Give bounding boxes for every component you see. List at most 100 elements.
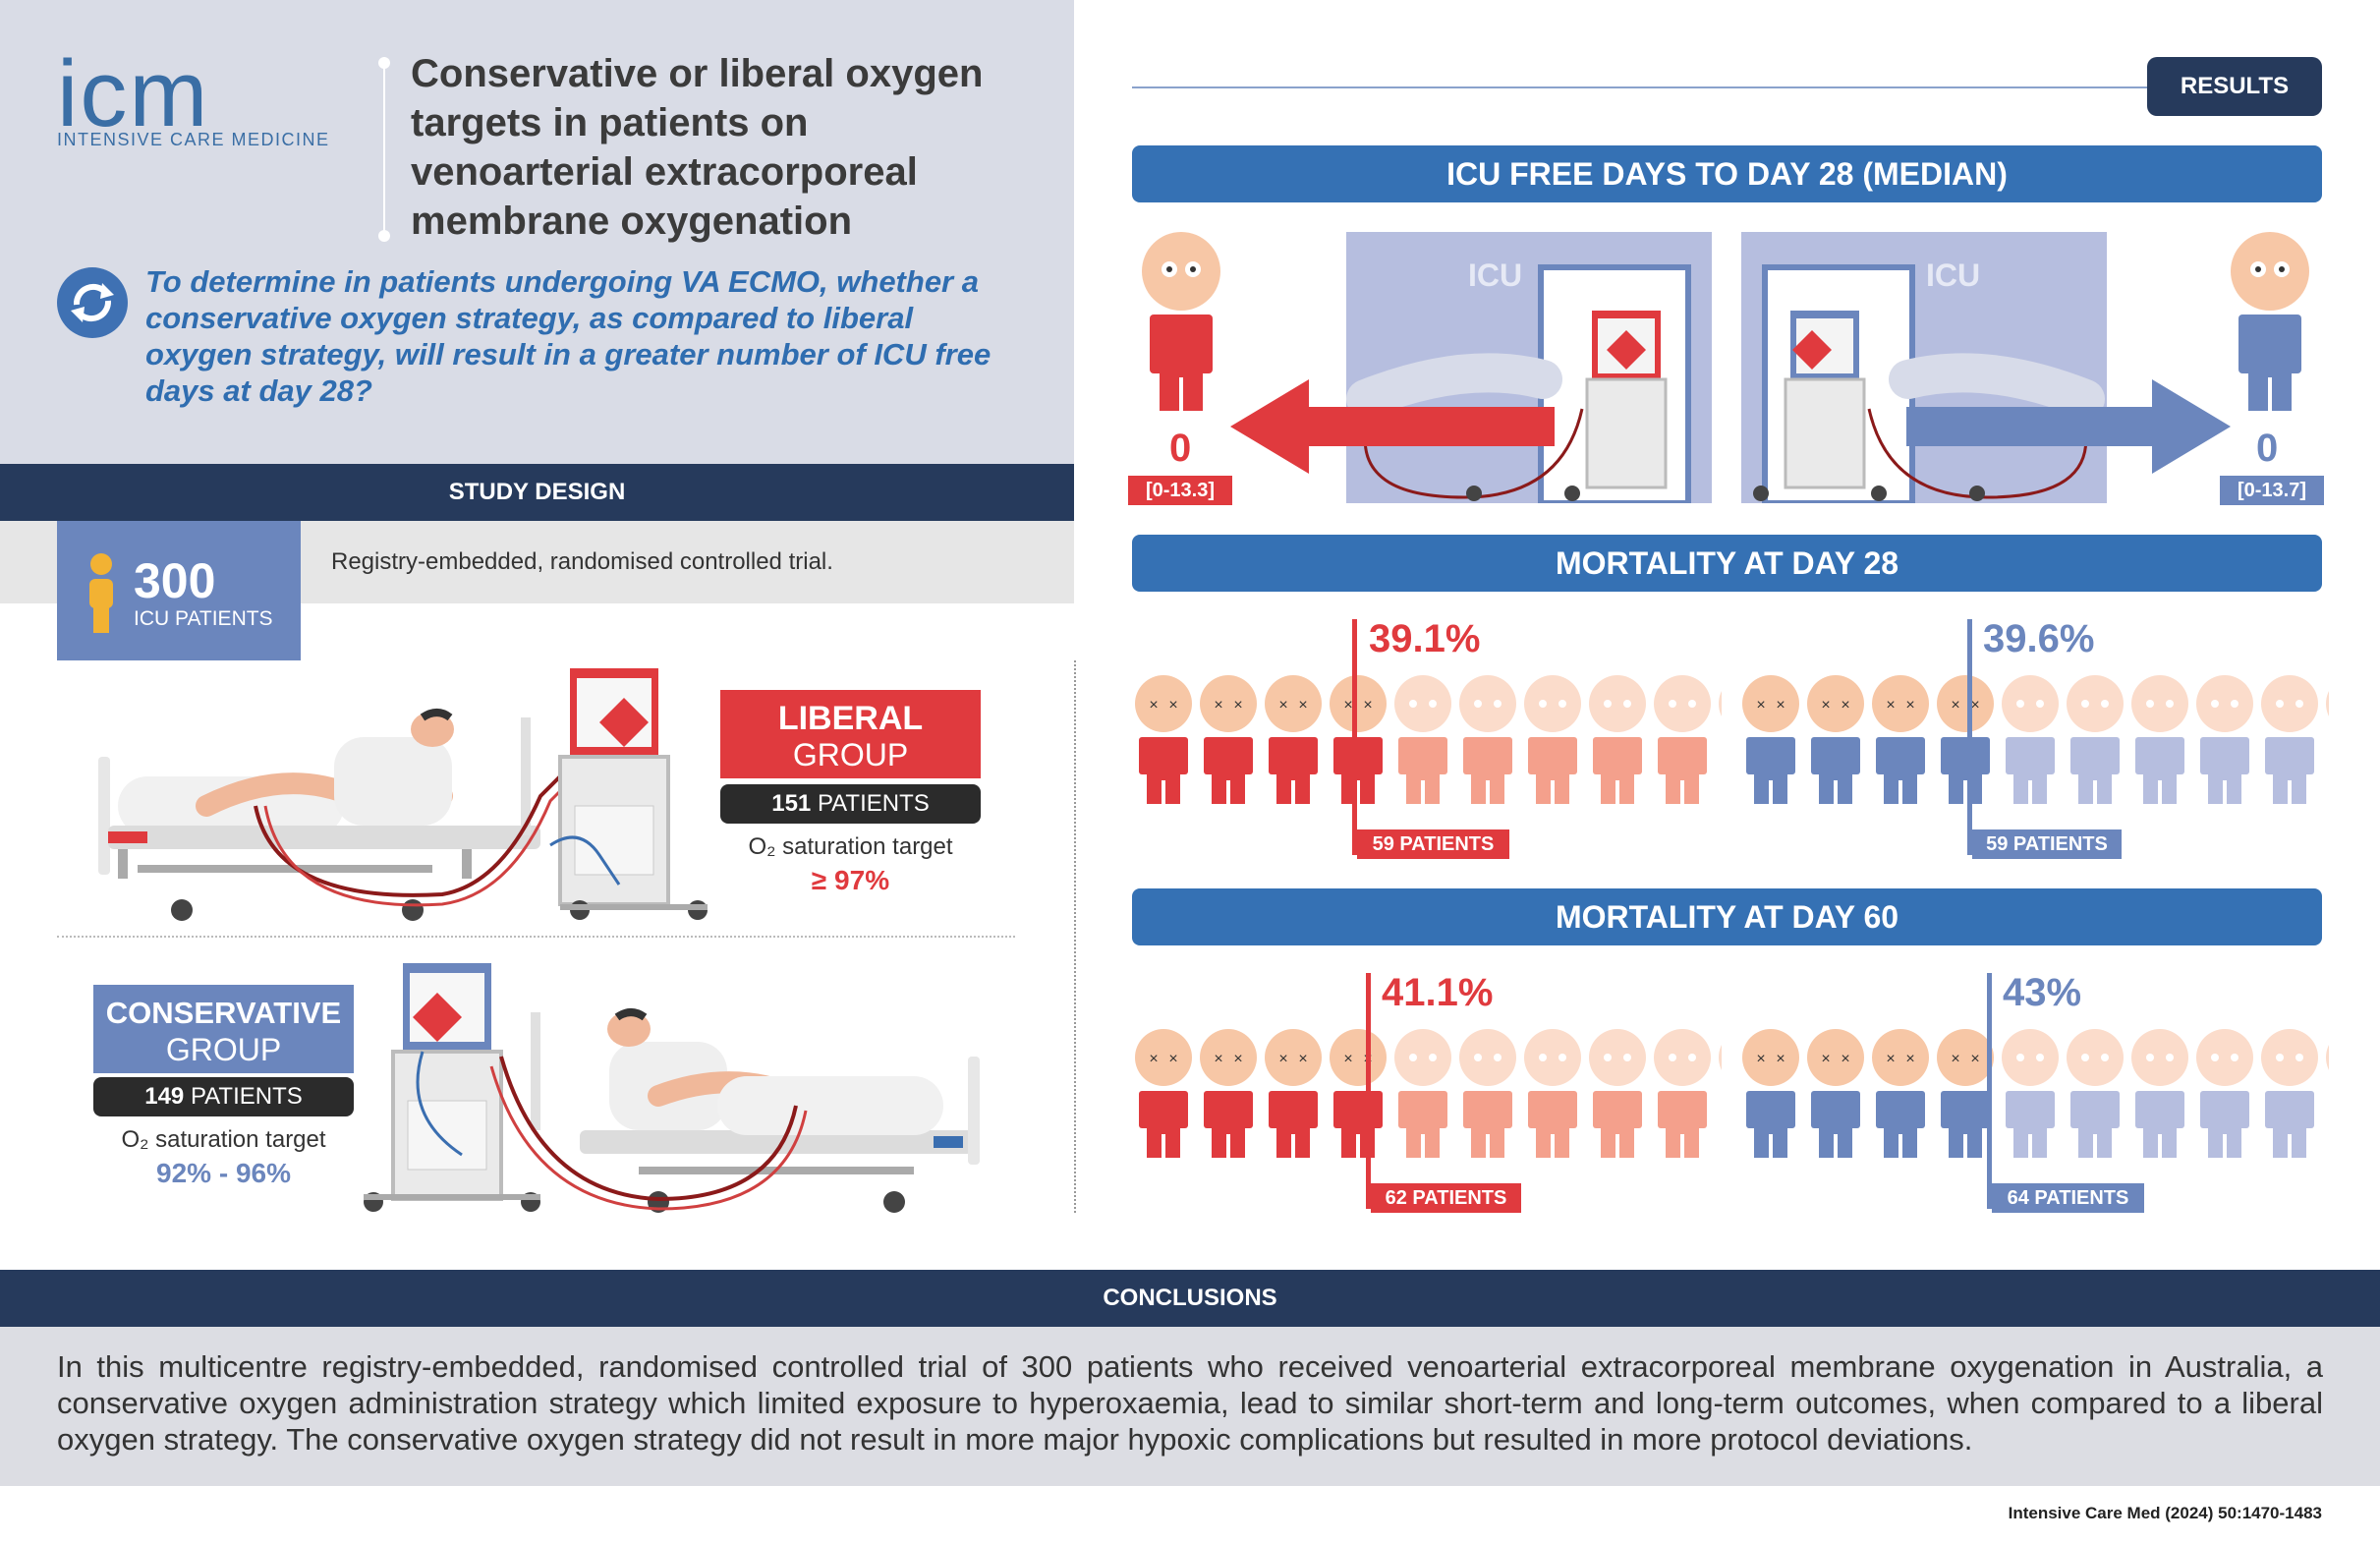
mortality-60-conservative-people: × × × × × × × × — [1739, 1028, 2380, 1171]
svg-text:×: × — [1756, 697, 1765, 714]
svg-text:×: × — [1343, 697, 1352, 714]
svg-text:×: × — [1214, 697, 1222, 714]
person-alive-icon — [2067, 675, 2124, 804]
people-pictogram: ×××××××× — [1135, 675, 1776, 804]
person-alive-icon — [1524, 1029, 1581, 1158]
conservative-name-line1: CONSERVATIVE — [105, 996, 342, 1030]
svg-text:×: × — [1951, 1051, 1959, 1067]
svg-text:×: × — [1886, 697, 1895, 714]
conclusions-panel — [0, 1327, 2380, 1486]
mortality-28-liberal-patients: 59 PATIENTS — [1357, 829, 1509, 859]
svg-text:×: × — [1168, 1051, 1177, 1067]
person-alive-icon — [2002, 675, 2059, 804]
mortality-28-conservative-people: × × × × × × × × — [1739, 674, 2380, 817]
svg-text:×: × — [1841, 1051, 1849, 1067]
person-alive-icon — [1654, 1029, 1711, 1158]
mortality-60-conservative-marker — [1987, 973, 1992, 1209]
page-title: Conservative or liberal oxygen targets i… — [411, 52, 984, 243]
section-separator — [1074, 660, 1076, 1213]
study-design-heading: STUDY DESIGN — [0, 464, 1074, 521]
logo-subtitle: INTENSIVE CARE MEDICINE — [57, 130, 330, 149]
svg-text:×: × — [1233, 1051, 1242, 1067]
person-icon — [86, 552, 116, 640]
mortality-28-conservative-patients: 59 PATIENTS — [1972, 829, 2122, 859]
svg-text:×: × — [1821, 697, 1830, 714]
conservative-target-label: O₂ saturation target — [121, 1126, 326, 1153]
results-label: RESULTS — [2147, 57, 2322, 116]
svg-text:×: × — [1886, 1051, 1895, 1067]
person-deceased-icon: ×× — [1872, 675, 1929, 804]
svg-text:×: × — [1776, 697, 1785, 714]
liberal-patients-num: 151 — [771, 790, 812, 817]
people-pictogram: ×××××××× — [1135, 1029, 1776, 1158]
person-alive-icon — [1654, 675, 1711, 804]
mortality-28-conservative-marker — [1967, 619, 1972, 855]
svg-text:×: × — [1905, 697, 1914, 714]
svg-text:×: × — [1214, 1051, 1222, 1067]
icu-room-conservative: ICU — [1741, 232, 2107, 503]
liberal-bed-ecmo-illustration — [88, 658, 717, 939]
svg-text:×: × — [1233, 697, 1242, 714]
icu-free-days-heading: ICU FREE DAYS TO DAY 28 (MEDIAN) — [1132, 145, 2322, 202]
liberal-icu-free-range: [0-13.3] — [1128, 476, 1232, 505]
conservative-icu-free-range: [0-13.7] — [2220, 476, 2324, 505]
person-alive-icon — [2261, 675, 2318, 804]
person-alive-icon — [1459, 1029, 1516, 1158]
person-alive-icon — [1719, 675, 1776, 804]
group-separator — [57, 936, 1015, 938]
liberal-name-line2: GROUP — [792, 737, 909, 772]
conservative-name-line2: GROUP — [165, 1032, 282, 1067]
person-alive-icon — [2131, 675, 2188, 804]
person-deceased-icon: ×× — [1742, 675, 1799, 804]
conservative-bed-ecmo-illustration — [364, 958, 992, 1229]
icu-room-liberal: ICU — [1346, 232, 1712, 503]
person-alive-icon — [1394, 1029, 1451, 1158]
person-alive-icon — [2326, 1029, 2380, 1158]
arrow-left-icon — [1230, 379, 1564, 479]
svg-text:×: × — [1149, 1051, 1158, 1067]
design-description: Registry-embedded, randomised controlled… — [331, 548, 833, 575]
conservative-patient-count: 149 PATIENTS — [93, 1077, 354, 1116]
person-deceased-icon: ×× — [1265, 1029, 1322, 1158]
svg-text:×: × — [1278, 697, 1287, 714]
svg-text:×: × — [1951, 697, 1959, 714]
person-alive-icon — [1524, 675, 1581, 804]
conservative-group-label: CONSERVATIVE GROUP — [93, 985, 354, 1073]
mortality-28-heading: MORTALITY AT DAY 28 — [1132, 535, 2322, 592]
icu-room-label-left: ICU — [1468, 257, 1523, 293]
conservative-person-icon — [2229, 230, 2311, 422]
person-deceased-icon: ×× — [1330, 675, 1387, 804]
person-deceased-icon: ×× — [1265, 675, 1322, 804]
person-alive-icon — [2196, 1029, 2253, 1158]
svg-text:×: × — [1905, 1051, 1914, 1067]
svg-text:×: × — [1821, 1051, 1830, 1067]
svg-text:×: × — [1970, 1051, 1979, 1067]
conservative-target-value: 92% - 96% — [156, 1158, 291, 1188]
person-deceased-icon: ×× — [1135, 675, 1192, 804]
total-patients-count: 300 — [134, 553, 216, 608]
mortality-60-liberal-marker — [1366, 973, 1371, 1209]
title-divider — [383, 61, 385, 236]
mortality-28-liberal-pct: 39.1% — [1369, 617, 1481, 660]
people-pictogram: ×××××××× — [1742, 1029, 2380, 1158]
mortality-60-heading: MORTALITY AT DAY 60 — [1132, 888, 2322, 945]
liberal-target-value: ≥ 97% — [811, 865, 890, 895]
title-divider-dot-top — [378, 57, 390, 69]
person-alive-icon — [1394, 675, 1451, 804]
mortality-60-conservative-patients: 64 PATIENTS — [1992, 1183, 2144, 1213]
conservative-icu-free-value: 0 — [2256, 427, 2279, 470]
conclusions-heading: CONCLUSIONS — [0, 1270, 2380, 1327]
person-deceased-icon: ×× — [1937, 1029, 1994, 1158]
svg-text:×: × — [1149, 697, 1158, 714]
svg-text:×: × — [1363, 697, 1372, 714]
refresh-question-icon — [57, 267, 128, 338]
svg-text:×: × — [1756, 1051, 1765, 1067]
person-deceased-icon: ×× — [1200, 1029, 1257, 1158]
liberal-patients-word: PATIENTS — [817, 790, 930, 817]
citation: Intensive Care Med (2024) 50:1470-1483 — [2008, 1504, 2322, 1522]
people-pictogram: ×××××××× — [1742, 675, 2380, 804]
person-deceased-icon: ×× — [1807, 675, 1864, 804]
person-alive-icon — [1459, 675, 1516, 804]
icu-room-label-right: ICU — [1926, 257, 1981, 293]
conclusions-text: In this multicentre registry-embedded, r… — [57, 1349, 2323, 1457]
